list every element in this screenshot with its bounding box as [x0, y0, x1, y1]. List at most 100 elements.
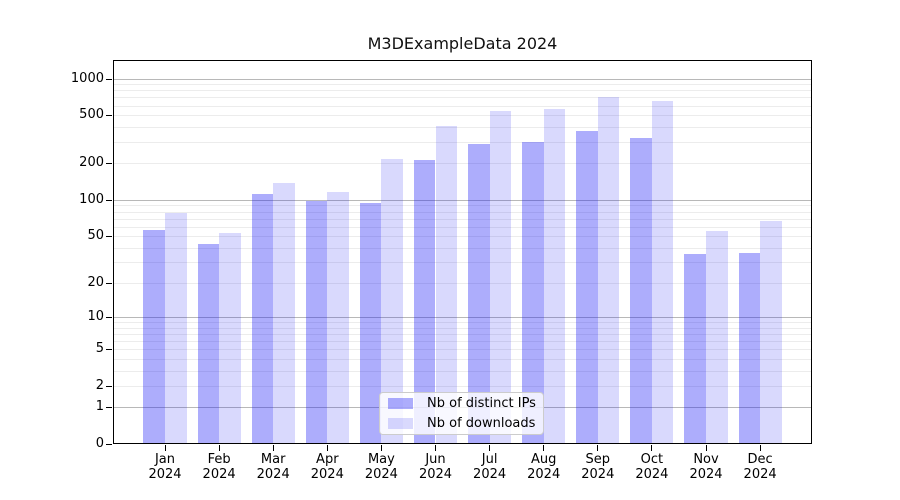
y-tick-mark — [106, 199, 112, 201]
y-tick-label: 100 — [79, 191, 104, 207]
x-tick-mark — [326, 445, 328, 451]
bar-distinct-ips-jun — [413, 160, 436, 444]
y-tick-label: 200 — [79, 155, 104, 171]
gridline-minor — [113, 84, 812, 86]
bar-distinct-ips-aug — [522, 142, 544, 444]
x-tick-mark — [489, 445, 491, 451]
chart-title: M3DExampleData 2024 — [367, 34, 558, 53]
y-tick-label: 0 — [95, 436, 104, 451]
x-tick-label: Jun 2024 — [418, 452, 453, 482]
x-tick-mark — [759, 445, 761, 451]
gridline-minor — [113, 262, 812, 264]
bar-distinct-ips-dec — [738, 253, 761, 444]
y-tick-mark — [106, 282, 112, 284]
x-tick-label: May 2024 — [364, 452, 398, 482]
bar-downloads-may — [381, 159, 403, 444]
x-tick-label: Apr 2024 — [310, 452, 344, 482]
gridline-minor — [113, 358, 812, 360]
x-tick-label: Jul 2024 — [473, 452, 507, 482]
gridline-minor — [113, 236, 812, 238]
y-tick-label: 20 — [87, 274, 104, 290]
bar-downloads-nov — [706, 231, 728, 444]
bar-downloads-jan — [165, 212, 187, 444]
gridline-minor — [113, 385, 812, 387]
bar-downloads-aug — [543, 108, 566, 444]
x-tick-label: Aug 2024 — [527, 452, 561, 482]
gridline-minor — [113, 142, 812, 144]
bar-downloads-apr — [327, 191, 349, 444]
gridline-minor — [113, 341, 812, 343]
y-tick-label: 500 — [79, 107, 104, 123]
bar-distinct-ips-mar — [251, 193, 274, 444]
gridline-minor — [113, 211, 812, 213]
x-tick-label: Jan 2024 — [148, 452, 182, 482]
legend-swatch-downloads — [388, 418, 413, 429]
bar-distinct-ips-nov — [684, 254, 706, 444]
bar-distinct-ips-apr — [305, 201, 328, 444]
bar-distinct-ips-feb — [197, 243, 220, 444]
gridline-minor — [113, 90, 812, 92]
x-tick-mark — [597, 445, 599, 451]
y-tick-mark — [106, 163, 112, 165]
gridline-minor — [113, 370, 812, 372]
gridline-minor — [113, 105, 812, 107]
legend-swatch-ips — [388, 398, 413, 409]
y-tick-mark — [106, 78, 112, 80]
legend-item-distinct-ips: Nb of distinct IPs — [388, 396, 536, 411]
y-tick-label: 2 — [95, 377, 104, 393]
gridline-minor — [113, 115, 812, 117]
y-tick-mark — [106, 385, 112, 387]
x-tick-label: Nov 2024 — [689, 452, 723, 482]
y-tick-mark — [106, 444, 112, 445]
gridline-minor — [113, 97, 812, 99]
legend-label-ips: Nb of distinct IPs — [427, 396, 536, 411]
x-tick-label: Feb 2024 — [202, 452, 236, 482]
bar-downloads-sep — [597, 96, 620, 444]
legend-item-downloads: Nb of downloads — [388, 416, 535, 431]
bar-downloads-jul — [489, 110, 512, 444]
gridline-minor — [113, 126, 812, 128]
gridline-minor — [113, 282, 812, 284]
bar-downloads-mar — [273, 182, 295, 444]
y-tick-label: 5 — [95, 341, 104, 357]
bar-distinct-ips-jan — [143, 230, 165, 444]
legend-label-downloads: Nb of downloads — [427, 416, 536, 431]
plot-area: Nb of distinct IPs Nb of downloads — [113, 60, 812, 444]
x-tick-label: Sep 2024 — [581, 452, 615, 482]
gridline-minor — [113, 334, 812, 335]
bar-downloads-feb — [219, 233, 241, 444]
bar-distinct-ips-may — [359, 202, 382, 444]
gridline-minor — [113, 327, 812, 329]
gridline-minor — [113, 218, 812, 220]
bar-downloads-jun — [435, 125, 458, 444]
x-tick-label: Oct 2024 — [635, 452, 669, 482]
x-tick-mark — [380, 445, 382, 451]
gridline-minor — [113, 205, 812, 207]
gridline-minor — [113, 163, 812, 165]
bar-downloads-dec — [760, 220, 782, 444]
gridline-minor — [113, 322, 812, 324]
y-tick-label: 1 — [95, 399, 104, 415]
gridline-major — [113, 78, 812, 80]
gridline-minor — [113, 226, 812, 228]
bar-distinct-ips-sep — [576, 131, 598, 444]
y-tick-label: 1000 — [70, 70, 104, 86]
x-tick-mark — [164, 445, 166, 451]
x-tick-label: Mar 2024 — [256, 452, 290, 482]
gridline-major — [113, 317, 812, 319]
x-tick-mark — [218, 445, 220, 451]
x-tick-mark — [651, 445, 653, 451]
x-tick-mark — [272, 445, 274, 451]
legend: Nb of distinct IPs Nb of downloads — [379, 392, 544, 435]
y-tick-mark — [106, 236, 112, 238]
y-tick-mark — [106, 115, 112, 117]
y-tick-mark — [106, 317, 112, 319]
bar-distinct-ips-jul — [468, 144, 490, 444]
x-tick-mark — [705, 445, 707, 451]
gridline-minor — [113, 349, 812, 351]
y-tick-mark — [106, 349, 112, 351]
gridline-minor — [113, 247, 812, 249]
y-tick-label: 50 — [87, 228, 104, 244]
y-tick-label: 10 — [87, 309, 104, 325]
